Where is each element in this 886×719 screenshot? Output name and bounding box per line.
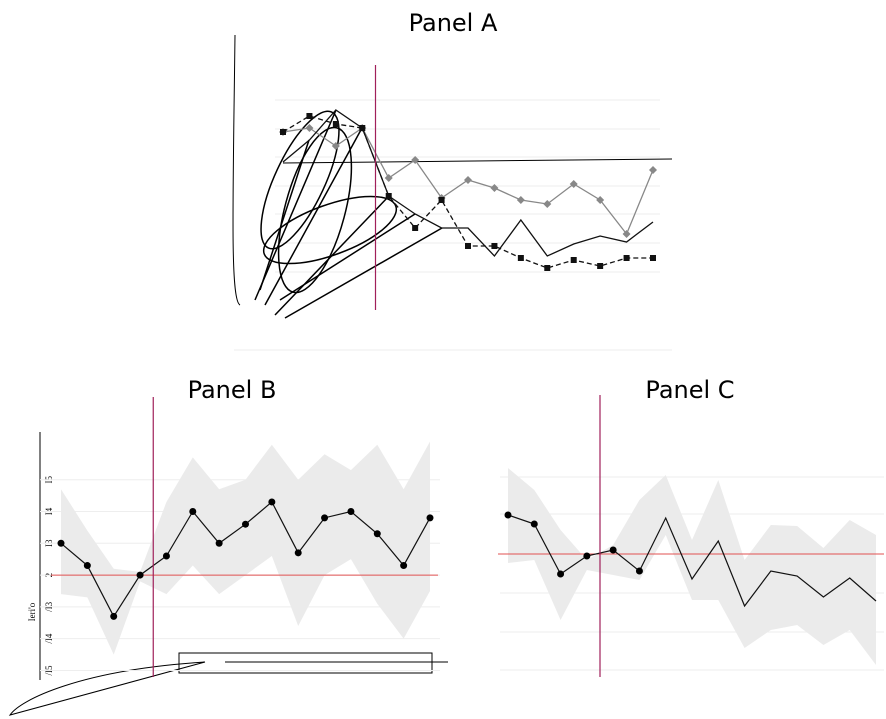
marker bbox=[294, 549, 302, 557]
marker bbox=[596, 196, 605, 204]
series-line bbox=[282, 109, 654, 258]
marker bbox=[491, 243, 498, 249]
series-line bbox=[507, 514, 877, 608]
marker bbox=[597, 263, 604, 269]
marker bbox=[136, 571, 144, 579]
marker bbox=[280, 129, 286, 135]
marker bbox=[569, 180, 578, 188]
confidence-band bbox=[508, 468, 876, 665]
marker bbox=[242, 520, 249, 528]
marker bbox=[517, 255, 524, 261]
marker bbox=[83, 562, 91, 570]
marker bbox=[438, 197, 445, 203]
marker bbox=[650, 255, 656, 261]
y-axis-label: Ieri'o bbox=[27, 602, 37, 621]
marker bbox=[215, 539, 223, 547]
marker bbox=[189, 507, 197, 515]
marker bbox=[331, 142, 340, 150]
marker bbox=[332, 121, 339, 127]
marker bbox=[411, 156, 420, 164]
panel-a-frame bbox=[232, 34, 673, 351]
marker bbox=[609, 546, 617, 554]
confidence-band bbox=[61, 441, 430, 655]
panel-title: Panel A bbox=[409, 9, 498, 37]
axis-curve bbox=[232, 34, 241, 306]
marker bbox=[321, 514, 329, 522]
marker bbox=[465, 243, 471, 249]
marker bbox=[649, 166, 657, 174]
panel-title: Panel C bbox=[645, 376, 734, 404]
marker bbox=[490, 184, 499, 192]
marker bbox=[623, 255, 630, 261]
marker bbox=[373, 530, 381, 538]
marker bbox=[557, 570, 565, 578]
glitch-strokes bbox=[254, 109, 443, 319]
marker bbox=[530, 520, 538, 528]
marker bbox=[110, 612, 118, 620]
annotation-box bbox=[178, 652, 433, 674]
marker bbox=[464, 176, 472, 184]
marker bbox=[426, 514, 434, 522]
marker bbox=[384, 174, 393, 182]
marker bbox=[305, 124, 314, 132]
marker bbox=[400, 562, 408, 570]
marker bbox=[268, 498, 276, 506]
marker bbox=[583, 552, 591, 560]
reference-line bbox=[282, 158, 673, 164]
marker bbox=[622, 230, 631, 238]
marker bbox=[57, 539, 65, 547]
marker bbox=[306, 113, 313, 119]
marker bbox=[516, 196, 525, 204]
marker bbox=[412, 225, 419, 231]
marker bbox=[570, 257, 577, 263]
marker bbox=[162, 552, 170, 560]
panel-title: Panel B bbox=[188, 376, 277, 404]
marker bbox=[635, 567, 643, 575]
annotation-pointer bbox=[8, 661, 206, 716]
marker bbox=[543, 200, 552, 208]
marker bbox=[347, 507, 355, 515]
marker bbox=[544, 265, 551, 271]
marker bbox=[504, 511, 512, 519]
